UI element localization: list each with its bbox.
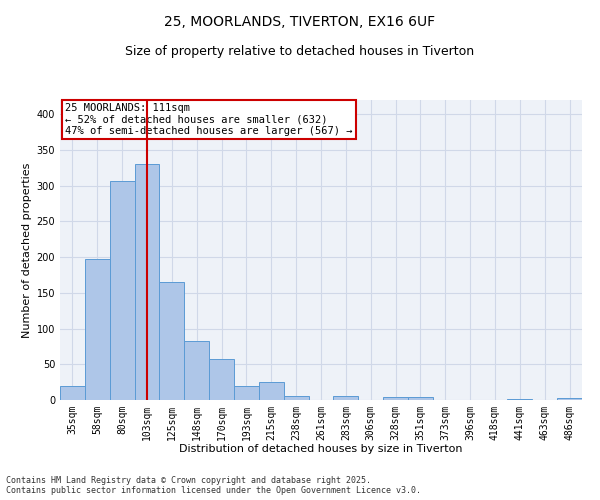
Bar <box>110 180 134 400</box>
Bar <box>60 386 85 400</box>
Bar <box>234 386 259 400</box>
Bar <box>209 360 234 400</box>
Bar <box>85 260 110 400</box>
Bar <box>557 398 582 400</box>
Bar <box>160 282 184 400</box>
X-axis label: Distribution of detached houses by size in Tiverton: Distribution of detached houses by size … <box>179 444 463 454</box>
Bar <box>408 397 433 400</box>
Bar <box>508 398 532 400</box>
Text: 25 MOORLANDS: 111sqm
← 52% of detached houses are smaller (632)
47% of semi-deta: 25 MOORLANDS: 111sqm ← 52% of detached h… <box>65 103 353 136</box>
Bar <box>259 382 284 400</box>
Text: Contains HM Land Registry data © Crown copyright and database right 2025.
Contai: Contains HM Land Registry data © Crown c… <box>6 476 421 495</box>
Text: 25, MOORLANDS, TIVERTON, EX16 6UF: 25, MOORLANDS, TIVERTON, EX16 6UF <box>164 15 436 29</box>
Bar <box>184 342 209 400</box>
Y-axis label: Number of detached properties: Number of detached properties <box>22 162 32 338</box>
Bar <box>334 396 358 400</box>
Bar <box>383 397 408 400</box>
Bar <box>284 396 308 400</box>
Text: Size of property relative to detached houses in Tiverton: Size of property relative to detached ho… <box>125 45 475 58</box>
Bar <box>134 164 160 400</box>
